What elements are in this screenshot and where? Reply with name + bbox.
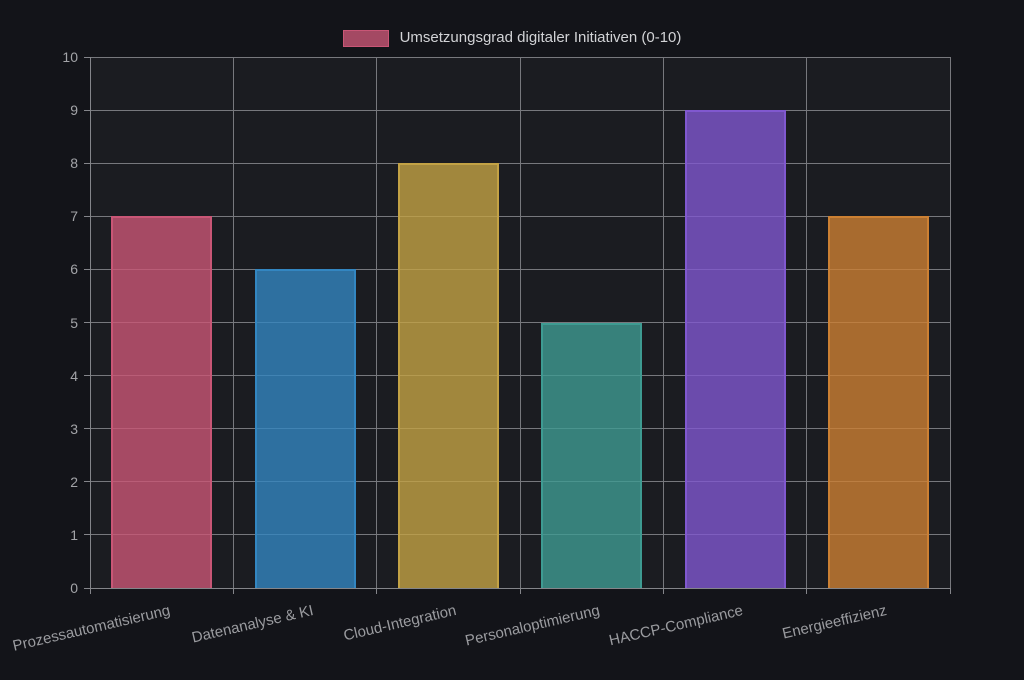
bar-prozessautomatisierung[interactable] bbox=[111, 216, 213, 588]
x-axis-line bbox=[90, 587, 950, 589]
x-gridline bbox=[806, 57, 808, 588]
y-tick-label: 3 bbox=[70, 420, 78, 437]
x-gridline bbox=[232, 57, 234, 588]
x-tick-mark bbox=[232, 588, 234, 594]
bar-energieeffizienz[interactable] bbox=[827, 216, 929, 588]
x-tick-label: Prozessautomatisierung bbox=[10, 602, 172, 655]
x-tick-mark bbox=[806, 588, 808, 594]
x-tick-mark bbox=[376, 588, 378, 594]
y-tick-label: 9 bbox=[70, 102, 78, 119]
legend-label: Umsetzungsgrad digitaler Initiativen (0-… bbox=[399, 29, 682, 46]
x-tick-label: HACCP-Compliance bbox=[607, 602, 745, 650]
x-gridline bbox=[949, 57, 951, 588]
y-tick-label: 8 bbox=[70, 155, 78, 172]
y-tick-label: 4 bbox=[70, 367, 78, 384]
x-tick-mark bbox=[519, 588, 521, 594]
bar-personaloptimierung[interactable] bbox=[541, 322, 643, 588]
y-tick-label: 1 bbox=[70, 526, 78, 543]
y-tick-mark bbox=[84, 162, 90, 164]
x-tick-label: Energieeffizienz bbox=[780, 602, 889, 643]
y-tick-mark bbox=[84, 534, 90, 536]
chart-legend[interactable]: Umsetzungsgrad digitaler Initiativen (0-… bbox=[0, 29, 1024, 47]
x-gridline bbox=[376, 57, 378, 588]
y-tick-label: 7 bbox=[70, 208, 78, 225]
x-tick-label: Datenanalyse & KI bbox=[189, 602, 315, 647]
x-tick-mark bbox=[89, 588, 91, 594]
y-tick-mark bbox=[84, 268, 90, 270]
x-tick-label: Personaloptimierung bbox=[463, 602, 602, 650]
y-tick-mark bbox=[84, 375, 90, 377]
bar-haccp-compliance[interactable] bbox=[684, 110, 786, 588]
y-tick-mark bbox=[84, 109, 90, 111]
bar-cloud-integration[interactable] bbox=[397, 163, 499, 588]
y-tick-mark bbox=[84, 56, 90, 58]
y-tick-mark bbox=[84, 587, 90, 589]
legend-swatch bbox=[342, 29, 389, 47]
y-tick-label: 0 bbox=[70, 580, 78, 596]
y-tick-mark bbox=[84, 481, 90, 483]
x-tick-label: Cloud-Integration bbox=[342, 602, 459, 645]
y-tick-mark bbox=[84, 215, 90, 217]
y-tick-mark bbox=[84, 322, 90, 323]
x-gridline bbox=[89, 57, 91, 588]
y-tick-mark bbox=[84, 428, 90, 430]
y-tick-label: 2 bbox=[70, 473, 78, 490]
y-tick-label: 10 bbox=[62, 49, 78, 65]
x-gridline bbox=[519, 57, 521, 588]
x-tick-mark bbox=[949, 588, 951, 594]
bar-datenanalyse-ki[interactable] bbox=[254, 269, 356, 588]
x-gridline bbox=[662, 57, 664, 588]
x-tick-mark bbox=[662, 588, 664, 594]
y-tick-label: 5 bbox=[70, 314, 78, 331]
y-tick-label: 6 bbox=[70, 261, 78, 278]
